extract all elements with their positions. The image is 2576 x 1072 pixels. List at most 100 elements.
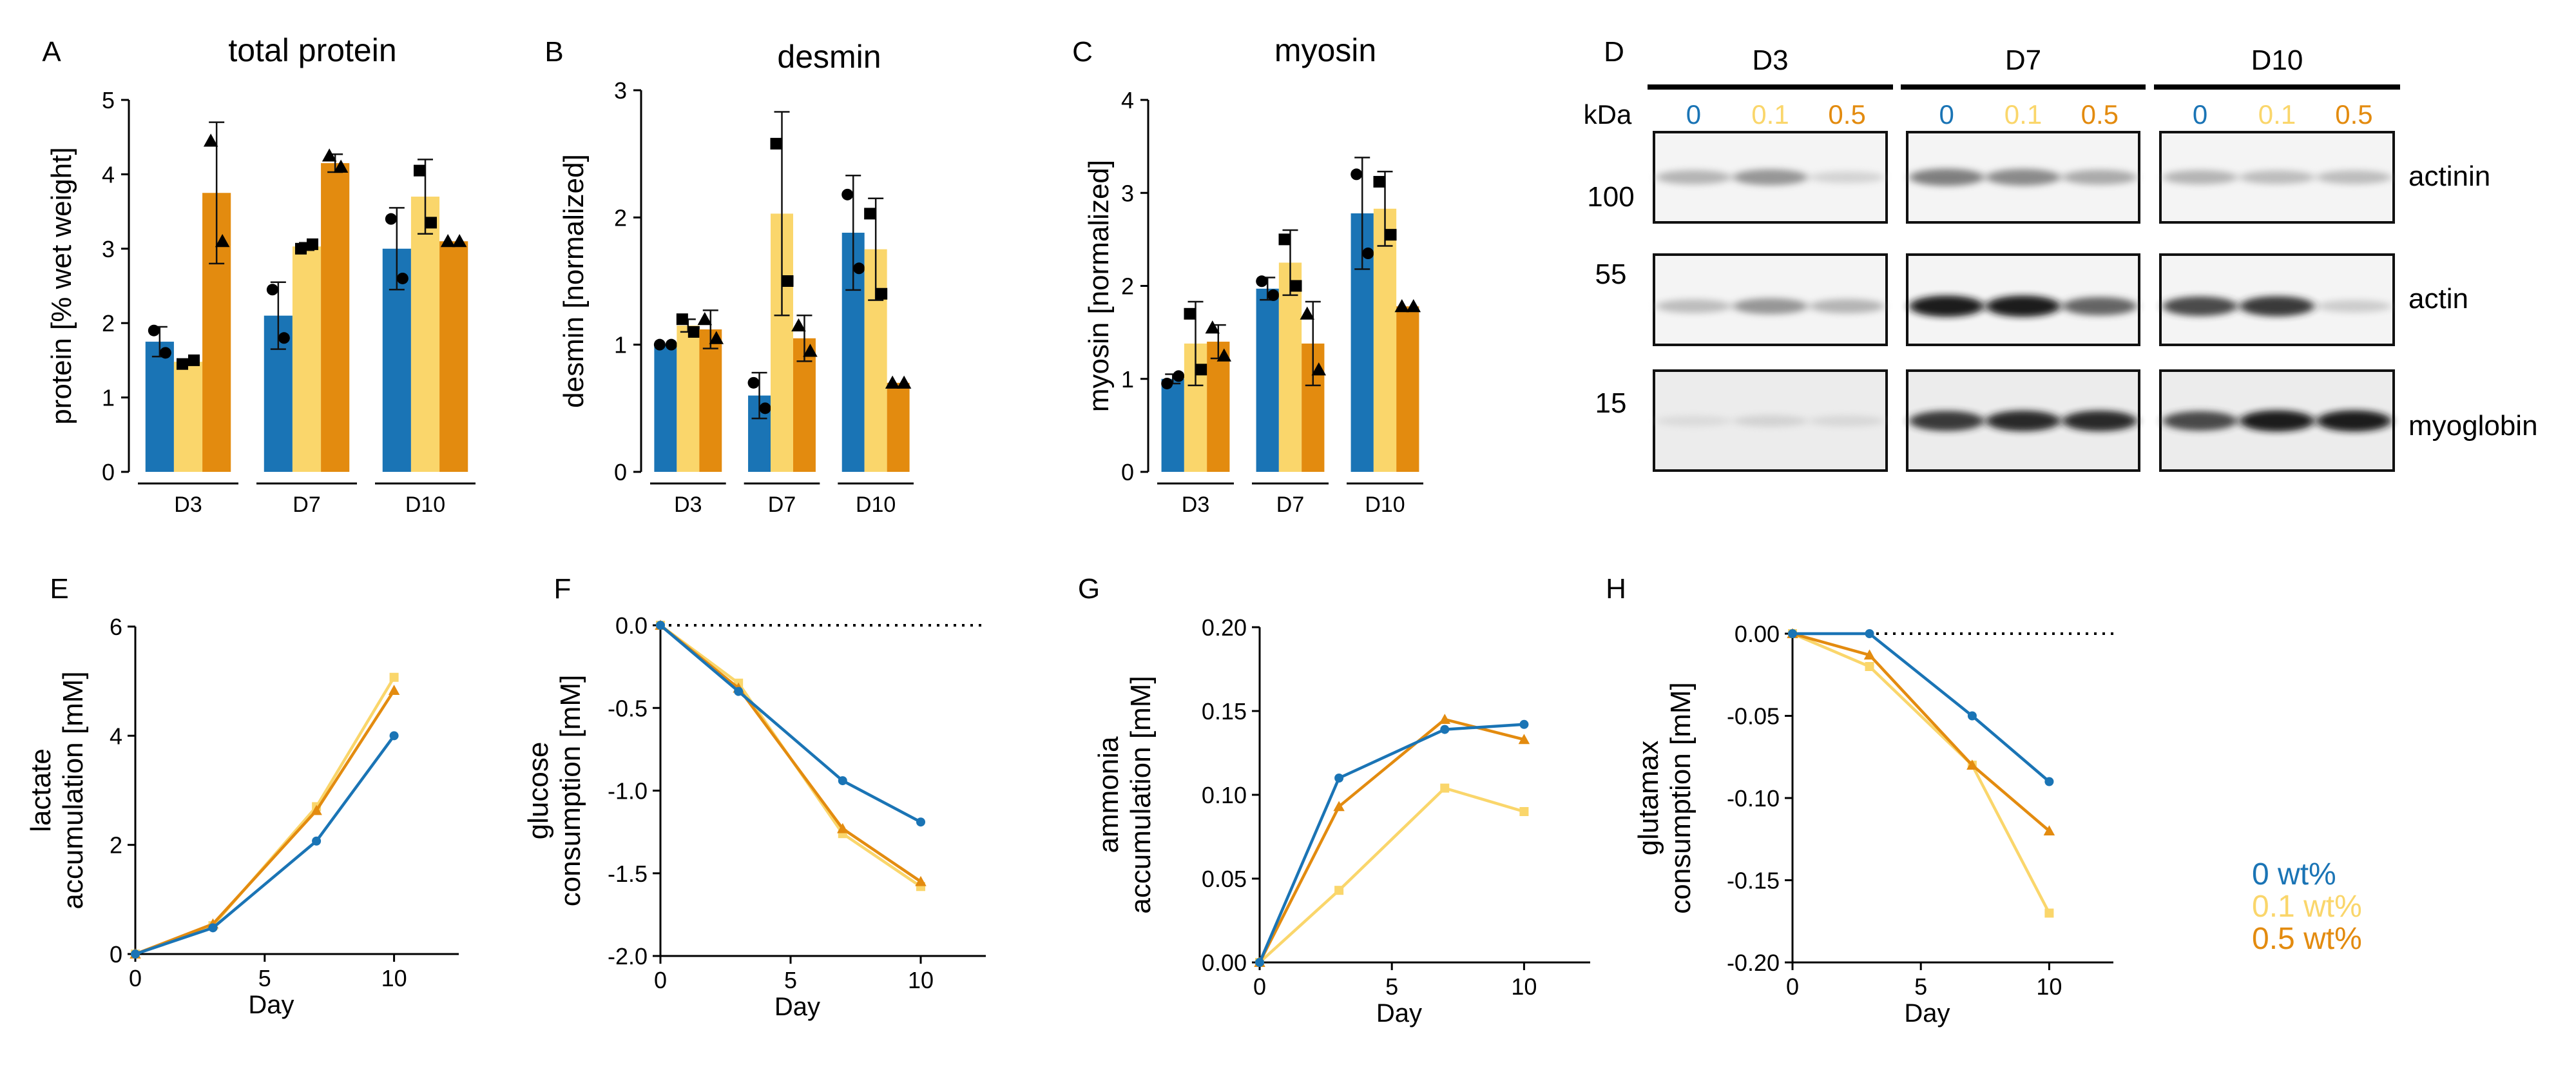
y-tick-label-G: 0.10: [1202, 782, 1247, 808]
y-tick-label-E: 4: [110, 723, 122, 749]
y-axis-label-A: protein [% wet weight]: [46, 147, 77, 424]
blot-lane-label: 0.1: [2004, 99, 2042, 130]
data-point-C: [1394, 298, 1410, 313]
data-point-H: [1865, 662, 1874, 671]
blot-protein-label: myoglobin: [2408, 410, 2538, 442]
blot-band: [1733, 414, 1808, 427]
y-axis-label-G: ammonia: [1093, 736, 1124, 853]
data-point-C: [1406, 298, 1421, 313]
blot-band: [2240, 170, 2314, 184]
blot-band: [2162, 170, 2238, 185]
bar-C: [1256, 288, 1279, 472]
data-point-B: [665, 338, 677, 351]
data-point-C: [1278, 233, 1291, 246]
y-tick-label-C: 4: [1121, 87, 1134, 113]
series-line-E: [135, 676, 396, 956]
panel-letter-H: H: [1606, 573, 1626, 605]
blot-band: [2316, 170, 2392, 184]
data-point-A: [266, 284, 278, 296]
data-point-H: [1863, 649, 1876, 660]
data-point-A: [333, 159, 349, 173]
data-point-A: [452, 234, 467, 248]
y-tick-label-G: 0.20: [1202, 614, 1247, 641]
data-point-F: [734, 687, 744, 696]
blot-marker-label: 55: [1595, 258, 1627, 290]
data-point-G: [1519, 807, 1529, 816]
data-point-A: [177, 358, 188, 370]
data-point-A: [159, 347, 171, 359]
y-tick-label-H: -0.05: [1727, 703, 1780, 730]
y-tick-label-A: 3: [102, 236, 115, 262]
y-axis-label-F: glucose: [523, 742, 554, 840]
data-point-G: [1440, 725, 1450, 734]
x-tick-label-F: 5: [784, 967, 797, 993]
blot-lane-label: 0.5: [2081, 99, 2119, 130]
y-tick-label-E: 0: [110, 941, 122, 968]
blot-unit-label: kDa: [1584, 99, 1632, 130]
y-tick-label-G: 0.00: [1202, 950, 1247, 976]
data-point-H: [2044, 777, 2054, 786]
panel-letter-E: E: [50, 573, 68, 605]
y-tick-label-B: 3: [614, 77, 627, 104]
y-tick-label-H: -0.15: [1727, 868, 1780, 894]
blot-lane-label: 0.1: [1751, 99, 1789, 130]
panel-letter-F: F: [554, 573, 572, 605]
y-axis-label-C: myosin [normalized]: [1083, 160, 1115, 412]
chart-title-B: desmin: [777, 39, 881, 75]
panel-letter-D: D: [1604, 36, 1624, 68]
data-point-A: [295, 242, 307, 255]
data-point-B: [791, 318, 806, 332]
data-point-A: [203, 133, 218, 147]
category-label-C: D7: [1276, 492, 1304, 517]
data-point-A: [396, 272, 409, 284]
y-tick-label-C: 0: [1121, 459, 1134, 485]
series-line-F: [659, 624, 922, 888]
data-point-A: [414, 164, 425, 177]
y-tick-label-G: 0.15: [1202, 698, 1247, 725]
data-point-B: [885, 375, 900, 389]
panel-letter-G: G: [1078, 573, 1100, 605]
category-label-A: D10: [405, 492, 445, 517]
y-axis-label-H: glutamax: [1633, 741, 1664, 856]
bar-A: [173, 362, 203, 472]
data-point-E: [311, 804, 322, 815]
y-tick-label-A: 2: [102, 310, 115, 336]
data-point-H: [2044, 908, 2054, 918]
blot-band: [2240, 410, 2314, 432]
data-point-A: [215, 234, 230, 248]
data-point-C: [1300, 306, 1315, 320]
series-line-H: [1792, 632, 2051, 914]
data-point-B: [709, 331, 724, 344]
data-point-B: [864, 208, 876, 220]
y-tick-label-B: 2: [614, 204, 627, 231]
blot-band: [1809, 171, 1885, 184]
blot-band: [1909, 168, 1985, 186]
y-axis-label-G: accumulation [mM]: [1125, 676, 1157, 913]
data-point-E: [389, 731, 399, 741]
y-tick-label-H: -0.10: [1727, 785, 1780, 812]
blot-protein-label: actinin: [2408, 161, 2490, 192]
category-label-B: D7: [768, 492, 796, 517]
data-point-F: [915, 875, 927, 886]
y-tick-label-F: -0.5: [608, 695, 648, 721]
data-point-C: [1350, 168, 1363, 180]
data-point-B: [853, 262, 865, 275]
western-blot-panel: D D3 0 0.1 0.5 D7 0 0.1 0.5 D10 0 0.1 0.5 kDa 100 actin…: [1584, 36, 2538, 472]
data-point-B: [841, 188, 854, 200]
chart-F: F -2.0 -1.5 -1.0 -0.5 0.0 0 5 10 Day glucose consum…: [523, 573, 986, 1021]
x-tick-label-E: 0: [129, 965, 142, 991]
y-axis-label-E: lactate: [25, 748, 57, 832]
data-point-G: [1255, 958, 1264, 967]
category-label-B: D10: [856, 492, 896, 517]
data-point-A: [425, 217, 437, 229]
y-tick-label-G: 0.05: [1202, 866, 1247, 892]
blot-band: [2062, 410, 2137, 432]
blot-group-label: D3: [1752, 44, 1788, 76]
blot-band: [1656, 415, 1731, 427]
x-tick-label-H: 0: [1786, 973, 1799, 1000]
blot-band: [1733, 298, 1808, 315]
data-point-F: [916, 817, 925, 827]
x-tick-label-F: 0: [654, 967, 667, 993]
